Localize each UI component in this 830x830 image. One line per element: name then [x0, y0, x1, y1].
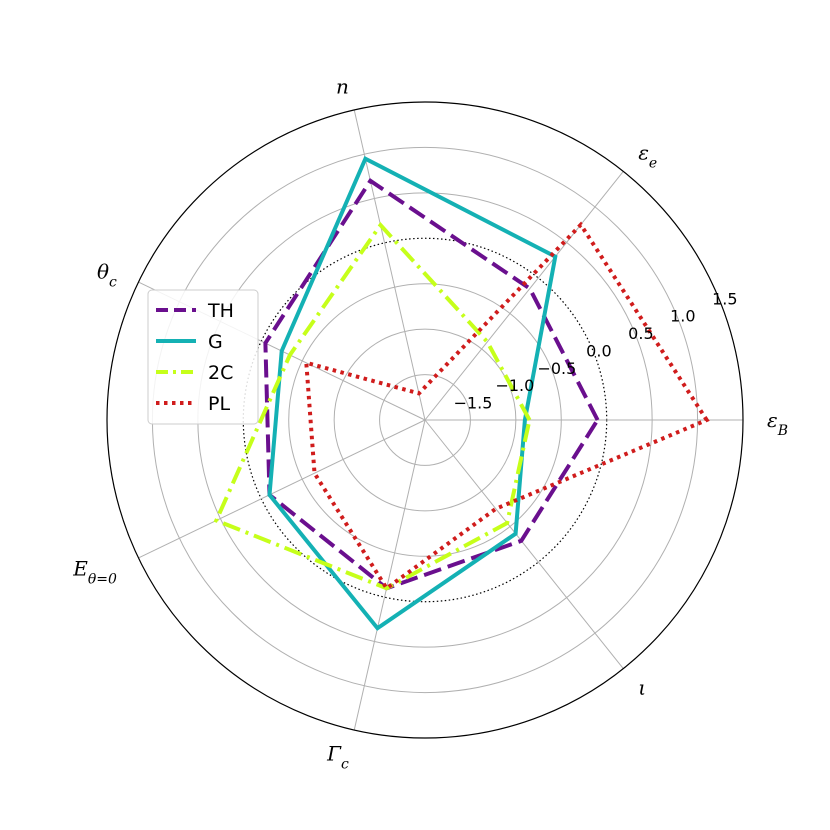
series-g-line: [267, 155, 558, 631]
legend-box: [147, 289, 259, 425]
axis-label: εB: [767, 408, 788, 439]
axis-label: n: [336, 75, 349, 99]
axis-spoke: [138, 419, 426, 559]
axis-spoke: [353, 419, 426, 731]
axis-label: Eθ=0: [72, 556, 117, 587]
axis-spoke: [424, 171, 624, 421]
r-tick-label: 0.5: [628, 324, 653, 343]
series-layer: [213, 155, 710, 631]
legend-label: TH: [207, 300, 234, 322]
r-tick-label: 1.5: [712, 289, 737, 308]
outer-frame: [106, 101, 744, 739]
axis-label: Γc: [326, 741, 349, 772]
r-tick-label: −0.5: [537, 359, 576, 378]
legend-label: 2C: [208, 362, 233, 384]
labels-layer: εB εe n θc Eθ=0 Γc ι −1.5−1.0−0.5 0.0 0.5 1.0 1.5: [72, 75, 788, 773]
series-2c-line: [213, 221, 532, 591]
r-tick-label: −1.0: [495, 376, 534, 395]
legend-label: PL: [208, 393, 230, 415]
r-tick-label: 0.0: [586, 342, 611, 361]
axis-spoke: [424, 419, 624, 669]
legend-label: G: [208, 331, 223, 353]
r-tick-label: 1.0: [670, 307, 695, 326]
r-tick-label: −1.5: [454, 394, 493, 413]
legend: TH G 2C PL: [147, 289, 259, 425]
axis-label: εe: [638, 141, 657, 172]
series-th-line: [263, 177, 600, 591]
axis-label: ι: [638, 675, 646, 699]
axis-label: θc: [97, 260, 117, 291]
series-pl-line: [304, 221, 710, 592]
